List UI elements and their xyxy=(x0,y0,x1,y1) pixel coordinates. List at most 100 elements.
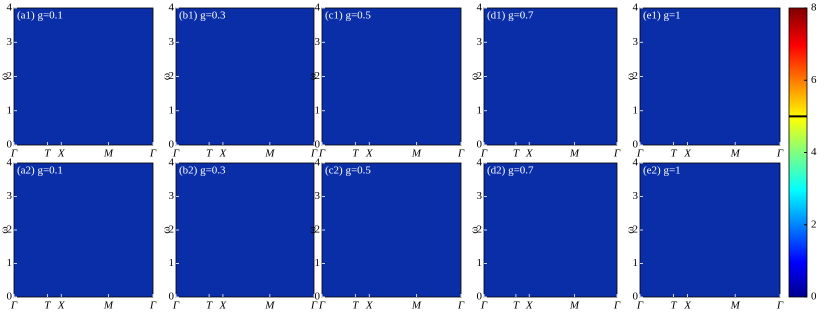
x-tick-label: T xyxy=(206,300,213,312)
panel-label: (c2) g=0.5 xyxy=(325,165,371,177)
y-axis-label: ω xyxy=(625,226,637,233)
y-tick-label: 3 xyxy=(169,190,175,202)
x-tick-label: X xyxy=(525,300,534,312)
y-tick-label: 1 xyxy=(169,104,175,116)
x-tick-label: M xyxy=(569,300,580,312)
heatmap-area xyxy=(639,7,781,146)
y-tick-label: 4 xyxy=(7,157,13,169)
y-tick-label: 3 xyxy=(169,36,175,48)
x-tick-label: Γ xyxy=(310,300,318,312)
heatmap-area xyxy=(13,7,154,146)
panel-label: (d1) g=0.7 xyxy=(487,10,534,22)
y-tick-label: 0 xyxy=(7,139,13,151)
y-tick-label: 2 xyxy=(315,224,321,236)
x-tick-label: X xyxy=(683,148,692,160)
y-tick-label: 3 xyxy=(315,36,321,48)
heatmap-area xyxy=(321,162,462,298)
x-tick-label: T xyxy=(513,300,520,312)
y-tick-label: 3 xyxy=(633,36,639,48)
x-tick-label: Γ xyxy=(10,300,18,312)
x-tick-label: Γ xyxy=(149,148,157,160)
y-tick-label: 0 xyxy=(315,291,321,303)
x-tick-label: X xyxy=(219,300,228,312)
x-tick-label: Γ xyxy=(10,148,18,160)
y-tick-label: 4 xyxy=(477,2,483,14)
x-tick-label: M xyxy=(411,148,422,160)
x-tick-label: M xyxy=(730,300,741,312)
y-tick-label: 3 xyxy=(477,36,483,48)
x-tick-label: T xyxy=(513,148,520,160)
x-tick-label: T xyxy=(44,300,51,312)
x-tick-label: Γ xyxy=(636,300,644,312)
colorbar-tick-label: 4 xyxy=(811,146,817,158)
y-tick-label: 2 xyxy=(477,224,483,236)
y-tick-label: 4 xyxy=(169,2,175,14)
x-tick-label: Γ xyxy=(457,148,465,160)
y-tick-label: 2 xyxy=(7,70,13,82)
x-tick-label: Γ xyxy=(457,300,465,312)
y-tick-label: 2 xyxy=(169,224,175,236)
panel-label: (b2) g=0.3 xyxy=(179,165,226,177)
y-tick-label: 1 xyxy=(633,257,639,269)
y-axis-label: ω xyxy=(161,226,173,233)
colorbar-tick-label: 6 xyxy=(811,74,817,86)
x-tick-label: M xyxy=(411,300,422,312)
y-tick-label: 0 xyxy=(477,139,483,151)
y-tick-label: 2 xyxy=(169,70,175,82)
y-tick-label: 3 xyxy=(477,190,483,202)
heatmap-area xyxy=(321,7,462,146)
x-tick-label: Γ xyxy=(318,148,326,160)
y-tick-label: 4 xyxy=(477,157,483,169)
x-tick-label: Γ xyxy=(172,148,180,160)
x-tick-label: Γ xyxy=(776,300,784,312)
y-tick-label: 4 xyxy=(633,157,639,169)
x-tick-label: T xyxy=(44,148,51,160)
x-tick-label: X xyxy=(525,148,534,160)
colorbar-tick-label: 8 xyxy=(811,2,817,14)
y-axis-label: ω xyxy=(307,226,319,233)
y-tick-label: 0 xyxy=(169,139,175,151)
y-tick-label: 4 xyxy=(315,157,321,169)
colorbar-tick-label: 2 xyxy=(811,218,817,230)
y-tick-label: 3 xyxy=(633,190,639,202)
y-tick-label: 4 xyxy=(633,2,639,14)
panel-label: (e1) g=1 xyxy=(643,10,681,22)
x-tick-label: X xyxy=(57,300,66,312)
y-tick-label: 0 xyxy=(633,139,639,151)
y-tick-label: 4 xyxy=(315,2,321,14)
x-tick-label: T xyxy=(206,148,213,160)
y-tick-label: 0 xyxy=(315,139,321,151)
heatmap-area xyxy=(483,7,618,146)
y-tick-label: 0 xyxy=(169,291,175,303)
heatmap-area xyxy=(175,162,315,298)
y-axis-label: ω xyxy=(307,73,319,80)
x-tick-label: M xyxy=(569,148,580,160)
x-tick-label: Γ xyxy=(636,148,644,160)
x-tick-label: X xyxy=(365,148,374,160)
x-tick-label: X xyxy=(57,148,66,160)
x-tick-label: Γ xyxy=(318,300,326,312)
y-axis-label: ω xyxy=(0,73,11,80)
x-tick-label: Γ xyxy=(613,148,621,160)
y-axis-label: ω xyxy=(161,73,173,80)
x-tick-label: Γ xyxy=(172,300,180,312)
y-axis-label: ω xyxy=(625,73,637,80)
y-tick-label: 1 xyxy=(633,104,639,116)
colorbar-tick-label: 0 xyxy=(811,291,817,303)
y-tick-label: 1 xyxy=(7,104,13,116)
panel-label: (c1) g=0.5 xyxy=(325,10,371,22)
x-tick-label: X xyxy=(683,300,692,312)
y-tick-label: 1 xyxy=(315,257,321,269)
x-tick-label: T xyxy=(671,148,678,160)
y-tick-label: 1 xyxy=(169,257,175,269)
heatmap-area xyxy=(483,162,618,298)
x-tick-label: M xyxy=(264,300,275,312)
x-tick-label: M xyxy=(103,148,114,160)
x-tick-label: Γ xyxy=(149,300,157,312)
y-tick-label: 4 xyxy=(169,157,175,169)
y-tick-label: 1 xyxy=(315,104,321,116)
y-tick-label: 2 xyxy=(315,70,321,82)
x-tick-label: M xyxy=(264,148,275,160)
y-tick-label: 0 xyxy=(477,291,483,303)
